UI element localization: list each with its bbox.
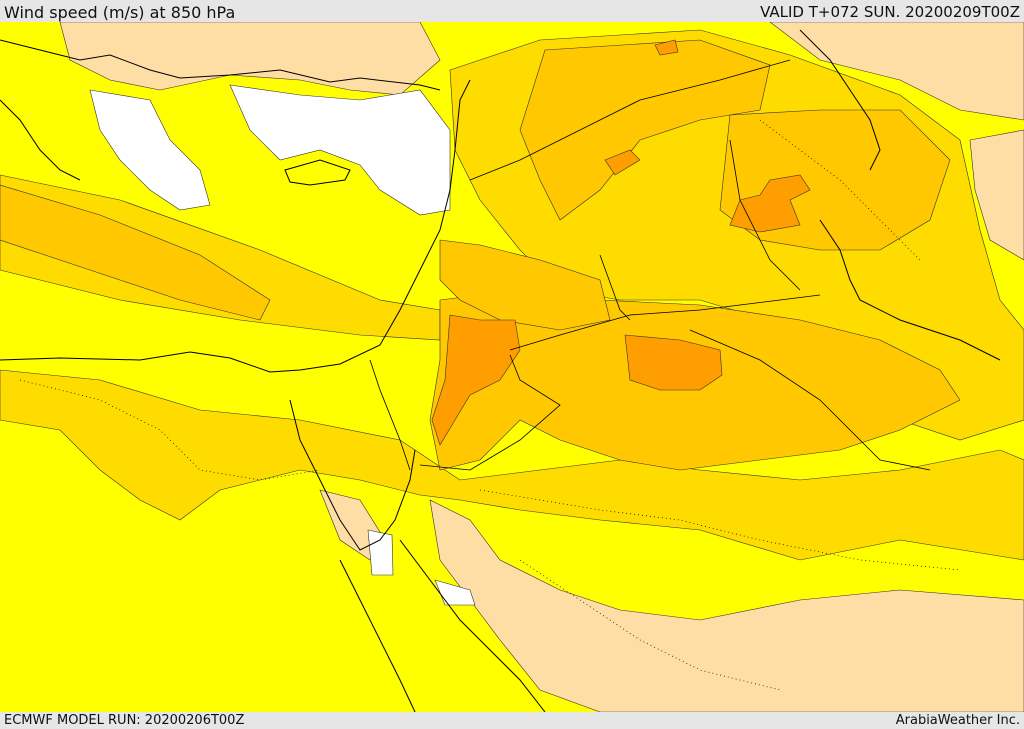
wind-core-very-strong-jordan	[431, 314, 521, 446]
borders	[369, 59, 931, 471]
coastline-aegean	[0, 99, 81, 181]
wind-area-light-arabia	[429, 499, 1024, 712]
wind-area-light-turkey	[59, 22, 441, 96]
map-canvas	[0, 22, 1024, 712]
coastline-persian-gulf	[819, 219, 1001, 361]
wind-core-very-strong-turkey	[654, 39, 679, 56]
coastline-black-sea	[0, 39, 441, 91]
wind-band-strong-levant	[439, 239, 611, 331]
border-jordan-saudi	[419, 354, 561, 471]
wind-area-calm-aegean	[89, 89, 211, 211]
border-iraq-iran	[729, 139, 801, 291]
coastline-red-sea-west	[339, 559, 416, 712]
boundary-dotted-egypt	[19, 379, 321, 481]
map-title: Wind speed (m/s) at 850 hPa	[4, 3, 236, 22]
boundary-dotted-arabia-south	[519, 559, 781, 691]
coastline-caspian	[799, 29, 881, 171]
boundary-dotted-iran	[759, 119, 921, 261]
coastline-red-sea-east	[399, 539, 546, 712]
wind-area-calm-cyprus	[229, 84, 451, 216]
border-iraq-west	[509, 294, 821, 351]
border-syria-iraq	[599, 254, 631, 321]
wind-area-light-east	[969, 129, 1024, 261]
credit: ArabiaWeather Inc.	[895, 713, 1020, 728]
wind-band-strong-mediterranean	[0, 184, 271, 321]
internal-boundaries	[19, 119, 961, 691]
footer-bar: ECMWF MODEL RUN: 20200206T00Z ArabiaWeat…	[0, 712, 1024, 729]
wind-area-light-caucasus	[769, 22, 1024, 121]
border-saudi-kuwait	[689, 329, 931, 471]
wind-core-very-strong-saudi	[624, 334, 723, 391]
border-iraq-north	[469, 59, 791, 181]
valid-time: VALID T+072 SUN. 20200209T00Z	[760, 3, 1020, 21]
coastline-levant	[0, 79, 471, 373]
coastline-cyprus	[284, 159, 351, 186]
wind-area-calm-gulf	[367, 529, 394, 576]
wind-core-very-strong-iran	[729, 174, 811, 233]
model-run: ECMWF MODEL RUN: 20200206T00Z	[4, 713, 245, 728]
coastline-gulf-of-suez	[289, 399, 416, 551]
wind-core-very-strong-syria	[604, 149, 641, 176]
boundary-dotted-saudi	[479, 489, 961, 571]
wind-speed-map	[0, 22, 1024, 712]
border-egypt-libya	[369, 359, 411, 471]
header-bar: Wind speed (m/s) at 850 hPa VALID T+072 …	[0, 0, 1024, 22]
wind-band-strong-iraq	[519, 39, 771, 221]
wind-area-calm-coast	[434, 579, 476, 606]
coastlines	[0, 29, 1001, 712]
wind-band-fresh-south	[0, 369, 1024, 561]
